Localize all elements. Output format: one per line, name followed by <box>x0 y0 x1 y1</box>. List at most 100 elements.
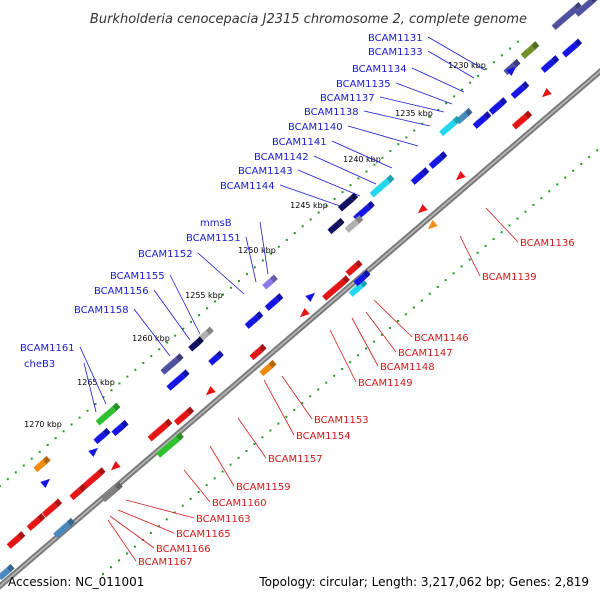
reverse-gene-feature-top <box>101 481 119 498</box>
forward-tick-dot <box>54 437 57 440</box>
reverse-gene-feature-front <box>69 487 83 501</box>
forward-gene-feature-end <box>336 217 345 227</box>
forward-tick-dot <box>0 485 1 488</box>
forward-gene-feature <box>95 402 121 426</box>
reverse-tick-dot <box>388 326 391 329</box>
reverse-gene-feature-end <box>354 259 363 269</box>
reverse-gene-label: BCAM1154 <box>296 431 351 442</box>
forward-gene-feature-front <box>540 59 556 73</box>
reverse-gene-feature-end <box>6 563 15 573</box>
forward-gene-feature-top <box>369 174 391 193</box>
reverse-tick-dot <box>508 224 511 227</box>
forward-gene-label: BCAM1156 <box>94 286 149 297</box>
reverse-tick-dot <box>309 395 312 398</box>
forward-tick-dot <box>46 443 49 446</box>
reverse-tick-dot <box>396 320 399 323</box>
reverse-gene-feature-top <box>0 563 11 574</box>
reverse-tick-dot <box>588 156 591 159</box>
reverse-gene-feature-front <box>101 485 119 503</box>
reverse-gene-feature-top <box>173 406 191 421</box>
forward-gene-feature <box>540 55 560 73</box>
forward-tick-dot <box>445 102 448 105</box>
reverse-gene-feature <box>41 498 63 518</box>
reverse-gene-label: BCAM1148 <box>380 362 435 373</box>
forward-gene-label: BCAM1158 <box>74 305 129 316</box>
forward-gene-feature-front <box>428 155 444 169</box>
forward-label-leader <box>133 308 171 357</box>
reverse-tick-dot <box>221 470 224 473</box>
forward-tick-dot <box>174 334 177 337</box>
reverse-gene-feature-front <box>259 363 273 377</box>
reverse-tick-dot <box>444 279 447 282</box>
forward-gene-feature-end <box>275 293 284 302</box>
forward-gene-feature-end <box>350 192 359 202</box>
reverse-tick-dot <box>125 552 128 555</box>
reverse-tick-dot <box>564 176 567 179</box>
forward-gene-feature-top <box>111 419 125 432</box>
forward-tick-dot <box>405 136 408 139</box>
reverse-label-leader <box>351 317 379 367</box>
forward-gene-feature-front <box>561 42 579 58</box>
reverse-tick-dot <box>285 415 288 418</box>
reverse-gene-feature-end <box>114 481 123 491</box>
reverse-gene-feature-end <box>268 359 277 369</box>
reverse-tick-dot <box>102 573 105 576</box>
forward-gene-feature-front <box>244 315 260 329</box>
forward-tick-dot <box>365 170 368 173</box>
forward-tick-dot <box>341 191 344 194</box>
tick-label: 1255 kbp <box>185 291 223 300</box>
forward-gene-label: BCAM1142 <box>254 152 309 163</box>
forward-gene-feature <box>472 111 492 129</box>
forward-tick-dot <box>349 184 352 187</box>
forward-gene-label: BCAM1140 <box>288 122 343 133</box>
reverse-label-leader <box>373 299 413 338</box>
forward-gene-feature-front <box>262 278 274 290</box>
forward-gene-feature-top <box>574 0 589 13</box>
forward-tick-dot <box>253 266 256 269</box>
forward-label-leader <box>427 50 475 79</box>
forward-gene-feature-end <box>421 167 430 176</box>
reverse-tick-dot <box>372 340 375 343</box>
forward-gene-feature-top <box>262 274 274 285</box>
forward-gene-feature-top <box>561 38 579 53</box>
reverse-gene-feature-top <box>511 110 529 125</box>
reverse-gene-feature <box>322 275 350 301</box>
reverse-gene-feature-end <box>97 467 106 476</box>
forward-gene-feature <box>188 336 204 352</box>
reverse-gene-feature-front <box>26 517 42 531</box>
accession-label: Accession: NC_011001 <box>8 575 144 589</box>
forward-tick-dot <box>461 88 464 91</box>
reverse-gene-feature-front <box>41 502 59 518</box>
forward-gene-label: BCAM1133 <box>368 47 423 58</box>
reverse-tick-dot <box>516 217 519 220</box>
forward-tick-dot <box>190 320 193 323</box>
reverse-gene-label: BCAM1147 <box>398 348 453 359</box>
reverse-tick-dot <box>452 272 455 275</box>
reverse-gene-feature <box>156 432 184 458</box>
reverse-gene-feature <box>249 343 267 361</box>
forward-label-leader <box>79 346 107 405</box>
forward-tick-dot <box>150 355 153 358</box>
forward-gene-feature <box>369 174 395 198</box>
reverse-label-leader <box>365 311 397 353</box>
reverse-gene-feature-front <box>249 347 263 361</box>
reverse-tick-dot <box>380 333 383 336</box>
forward-gene-feature-end <box>386 174 395 184</box>
forward-gene-feature <box>208 350 224 366</box>
forward-gene-label: BCAM1155 <box>110 271 165 282</box>
forward-tick-dot <box>325 204 328 207</box>
reverse-gene-feature-end <box>37 513 46 522</box>
reverse-tick-dot <box>341 367 344 370</box>
forward-tick-dot <box>508 47 511 50</box>
forward-gene-feature-front <box>337 196 355 212</box>
reverse-gene-feature-end <box>258 343 267 353</box>
forward-gene-feature-end <box>255 311 264 320</box>
forward-tick-dot <box>301 225 304 228</box>
forward-gene-feature-end <box>590 0 598 4</box>
reverse-gene-feature-top <box>41 498 59 513</box>
reverse-tick-dot <box>357 354 360 357</box>
reverse-tick-dot <box>596 149 599 152</box>
reverse-tick-dot <box>213 477 216 480</box>
forward-gene-feature-top <box>410 167 426 181</box>
forward-tick-dot <box>261 259 264 262</box>
